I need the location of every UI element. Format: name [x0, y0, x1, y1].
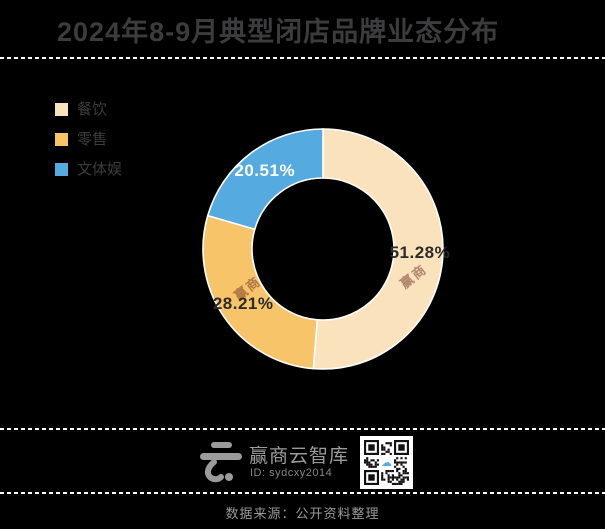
qr-center-cloud-icon: ☁ [381, 457, 392, 469]
qr-code: ☁ [360, 436, 413, 489]
brand-name: 赢商云智库 [249, 446, 350, 467]
legend-swatch-wentiyu [55, 163, 68, 176]
legend-label-lingshou: 零售 [77, 131, 108, 148]
brand-cloud-logo-icon [200, 442, 242, 483]
donut-slice-零售 [202, 214, 319, 370]
slice-label-文体娱: 20.51% [234, 161, 296, 181]
legend-label-wentiyu: 文体娱 [77, 161, 123, 178]
footer-bottom-divider [0, 492, 605, 494]
donut-slice-文体娱 [206, 128, 324, 231]
legend-item-wentiyu: 文体娱 [55, 161, 123, 178]
legend-item-lingshou: 零售 [55, 131, 122, 148]
legend-item-canyin: 餐饮 [55, 101, 122, 118]
donut-slice-餐饮 [312, 128, 444, 370]
qr-code-pattern: ☁ [364, 440, 409, 485]
slice-label-零售: 28.21% [212, 294, 274, 314]
legend-swatch-canyin [55, 103, 68, 116]
legend-swatch-lingshou [55, 133, 68, 146]
donut-chart-container: 51.28% 28.21% 20.51% [197, 123, 451, 375]
title-divider [0, 57, 605, 59]
donut-chart [202, 128, 444, 370]
page-title: 2024年8-9月典型闭店品牌业态分布 [57, 17, 500, 47]
brand-id: ID: sydcxy2014 [250, 467, 333, 479]
data-source-note: 数据来源：公开资料整理 [225, 506, 380, 521]
footer-top-divider [0, 428, 605, 430]
legend-label-canyin: 餐饮 [77, 101, 108, 118]
slice-label-餐饮: 51.28% [389, 242, 451, 262]
chart-legend: 餐饮 零售 文体娱 [55, 101, 123, 193]
